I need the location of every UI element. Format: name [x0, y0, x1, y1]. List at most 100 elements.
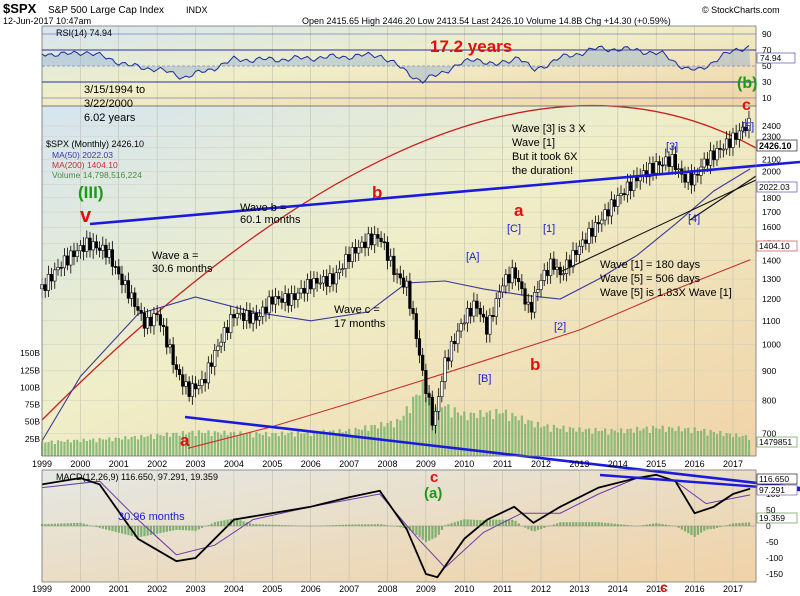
candle-body — [344, 254, 348, 269]
candle-body — [507, 274, 511, 284]
label-a-paren: (a) — [424, 485, 442, 502]
candle-body — [78, 245, 82, 252]
volume-bar — [651, 425, 655, 456]
year-label: 2015 — [646, 584, 666, 594]
volume-bar — [655, 428, 658, 456]
candle-body — [414, 313, 418, 339]
candle-body — [283, 293, 287, 303]
volume-bar — [309, 436, 312, 456]
candle-body — [117, 266, 121, 275]
volume-bar — [159, 434, 162, 456]
volume-bar — [479, 410, 482, 456]
volume-bar — [514, 416, 517, 456]
macd-hist-bar — [565, 522, 568, 526]
candle-body — [590, 227, 594, 237]
macd-hist-bar — [485, 519, 488, 526]
volume-bar — [476, 418, 479, 456]
year-label: 2005 — [262, 459, 282, 469]
volume-bar — [178, 435, 181, 456]
volume-bar — [722, 436, 725, 456]
volume-bar — [181, 431, 184, 456]
volume-bar — [66, 439, 69, 456]
macd-hist-bar — [447, 524, 450, 526]
candle-body — [72, 250, 76, 257]
candle-body — [91, 241, 95, 251]
macd-hist-bar — [357, 524, 360, 526]
volume-bar — [124, 436, 127, 456]
macd-hist-bar — [271, 524, 274, 526]
volume-bar — [338, 429, 341, 456]
volume-bar — [357, 429, 360, 456]
year-label: 2011 — [493, 584, 512, 594]
ma200-tag: 1404.10 — [759, 241, 790, 251]
macd-hist-bar — [60, 523, 63, 526]
candle-body — [56, 267, 60, 271]
macd-hist-bar — [559, 522, 562, 526]
macd-hist-bar — [220, 520, 223, 526]
candle-body — [744, 126, 748, 131]
rsi-label: RSI(14) 74.94 — [56, 28, 112, 38]
volume-bar — [415, 394, 418, 456]
volume-bar — [712, 432, 715, 456]
ma50-line — [41, 168, 751, 442]
volume-bar — [575, 431, 578, 456]
macd-hist-bar — [101, 526, 104, 529]
volume-bar — [450, 417, 453, 456]
year-label: 2012 — [531, 459, 551, 469]
candle-body — [504, 274, 508, 287]
volume-bar — [735, 433, 738, 456]
volume-bar — [530, 420, 533, 456]
price-tick-label: 1200 — [762, 294, 781, 304]
macd-hist-bar — [629, 525, 632, 526]
volume-bar — [488, 410, 492, 456]
macd-tick-label: -100 — [766, 553, 783, 563]
candle-body — [712, 150, 716, 161]
label-v: v — [80, 205, 92, 227]
macd-hist-bar — [383, 524, 386, 526]
macd-hist-bar — [588, 522, 591, 526]
macd-tag-bg — [756, 473, 798, 485]
year-label: 2003 — [186, 459, 206, 469]
macd-hist-bar — [591, 522, 594, 526]
macd-hist-bar — [735, 523, 738, 526]
top2000-l1: 3/15/1994 to — [84, 84, 145, 96]
upper-trendline — [89, 160, 800, 226]
macd-hist-bar — [188, 526, 191, 531]
volume-bar — [303, 433, 306, 456]
volume-bar — [421, 381, 424, 456]
candle-body — [273, 296, 278, 305]
year-label: 2000 — [70, 584, 90, 594]
candle-body — [136, 306, 140, 311]
signal-tag: 97.291 — [759, 485, 785, 495]
volume-bar — [156, 433, 159, 456]
volume-bar — [453, 407, 456, 456]
candle-body — [625, 181, 630, 196]
candle-body — [536, 289, 540, 293]
volume-bar — [408, 413, 412, 456]
candle-body — [129, 292, 134, 299]
macd-hist-bar — [530, 526, 533, 531]
macd-hist-bar — [572, 522, 575, 526]
macd-hist-bar — [140, 526, 143, 537]
candle-body — [347, 254, 351, 262]
macd-hist-bar — [412, 526, 415, 533]
candle-body — [644, 170, 649, 178]
macd-hist-bar — [600, 522, 604, 526]
candle-body — [302, 288, 306, 294]
volume-bar — [424, 397, 428, 456]
macd-hist-bar — [85, 524, 88, 526]
macd-hist-bar — [524, 526, 527, 528]
volume-bar — [629, 428, 632, 456]
macd-hist-bar — [367, 524, 370, 526]
hist-tag-bg — [756, 512, 798, 524]
macd-hist-bar — [79, 522, 82, 526]
volume-bar — [136, 439, 140, 456]
macd-hist-bar — [360, 524, 364, 526]
macd-hist-bar — [376, 524, 380, 526]
candle-body — [389, 255, 393, 261]
macd-hist-bar — [440, 526, 444, 530]
candle-body — [309, 279, 313, 290]
macd-hist-bar — [527, 526, 530, 530]
candle-body — [667, 156, 671, 167]
volume-bar — [402, 415, 405, 456]
